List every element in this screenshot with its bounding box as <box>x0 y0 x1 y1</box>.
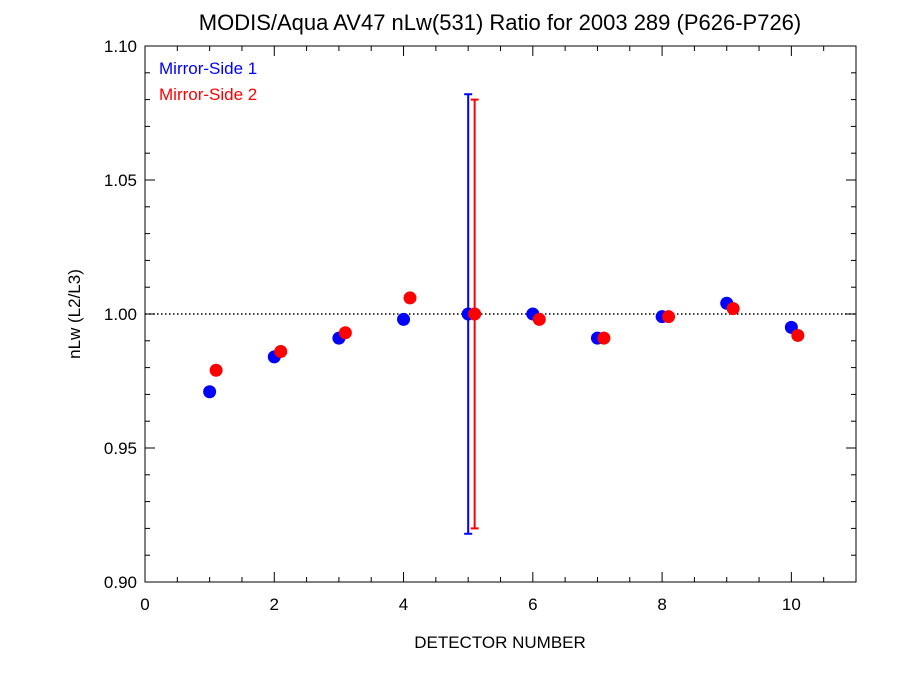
y-axis-label: nLw (L2/L3) <box>65 269 84 359</box>
x-axis: 0 2 4 6 8 10 <box>140 46 857 614</box>
data-point-series-2 <box>468 307 482 321</box>
data-point-series-2 <box>403 291 417 305</box>
y-tick-label: 1.10 <box>104 37 137 56</box>
y-axis: 0.90 0.95 1.00 1.05 1.10 <box>104 37 856 592</box>
legend-entry-mirror-side-1: Mirror-Side 1 <box>159 59 257 78</box>
chart-title: MODIS/Aqua AV47 nLw(531) Ratio for 2003 … <box>199 10 802 35</box>
data-point-series-2 <box>274 345 288 359</box>
legend-entry-mirror-side-2: Mirror-Side 2 <box>159 85 257 104</box>
data-point-series-2 <box>338 326 352 340</box>
y-tick-label: 1.05 <box>104 171 137 190</box>
y-tick-label: 0.95 <box>104 439 137 458</box>
x-tick-label: 6 <box>528 595 537 614</box>
data-point-series-2 <box>662 310 676 324</box>
x-axis-label: DETECTOR NUMBER <box>414 633 586 652</box>
data-point-series-2 <box>791 328 805 342</box>
data-point-series-1 <box>203 385 217 399</box>
x-tick-label: 4 <box>399 595 408 614</box>
x-tick-label: 2 <box>270 595 279 614</box>
x-tick-label: 10 <box>782 595 801 614</box>
x-tick-label: 8 <box>657 595 666 614</box>
data-points <box>203 291 805 399</box>
data-point-series-2 <box>726 302 740 316</box>
y-tick-label: 1.00 <box>104 305 137 324</box>
legend: Mirror-Side 1 Mirror-Side 2 <box>159 59 257 104</box>
x-tick-label: 0 <box>140 595 149 614</box>
data-point-series-2 <box>532 312 546 326</box>
data-point-series-2 <box>597 331 611 345</box>
data-point-series-2 <box>209 363 223 377</box>
data-point-series-1 <box>397 312 411 326</box>
y-tick-label: 0.90 <box>104 573 137 592</box>
